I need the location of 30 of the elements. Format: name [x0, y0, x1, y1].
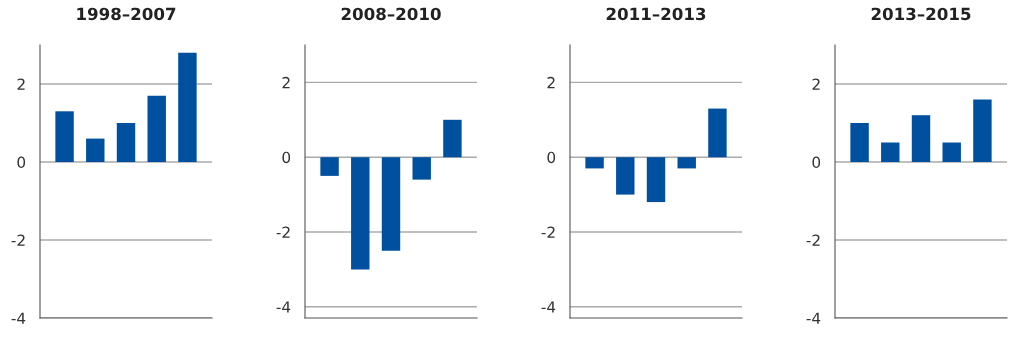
bar: [116, 123, 136, 162]
bar: [178, 52, 197, 162]
y-tick-label: -4: [541, 301, 556, 313]
bar: [942, 142, 961, 162]
y-tick-label: -2: [11, 234, 25, 246]
y-tick-label: 0: [282, 151, 291, 164]
bar: [55, 111, 74, 162]
bar: [850, 123, 869, 162]
y-tick-label: -4: [276, 301, 291, 313]
y-tick-label: 2: [547, 76, 555, 89]
y-tick-label: 2: [17, 78, 25, 90]
y-tick-label: -4: [11, 312, 26, 324]
y-tick-label: 0: [17, 156, 26, 169]
y-tick-label: -4: [806, 312, 821, 324]
y-tick-label: -2: [806, 234, 820, 246]
y-tick-label: 0: [812, 156, 821, 169]
bar: [973, 99, 992, 162]
y-tick-label: 2: [282, 76, 290, 89]
y-tick-label: -2: [541, 226, 555, 238]
chart-title: 2013–2015: [871, 7, 971, 21]
chart-title: 2008–2010: [341, 7, 441, 21]
bar: [881, 142, 900, 162]
y-tick-label: 2: [812, 78, 820, 90]
bar: [147, 95, 166, 162]
chart-title: 2011–2013: [606, 7, 706, 21]
chart-title: 1998–2007: [77, 7, 176, 21]
y-tick-label: -2: [276, 226, 290, 238]
bar: [911, 115, 931, 162]
bar: [86, 138, 105, 162]
y-tick-label: 0: [547, 151, 556, 164]
